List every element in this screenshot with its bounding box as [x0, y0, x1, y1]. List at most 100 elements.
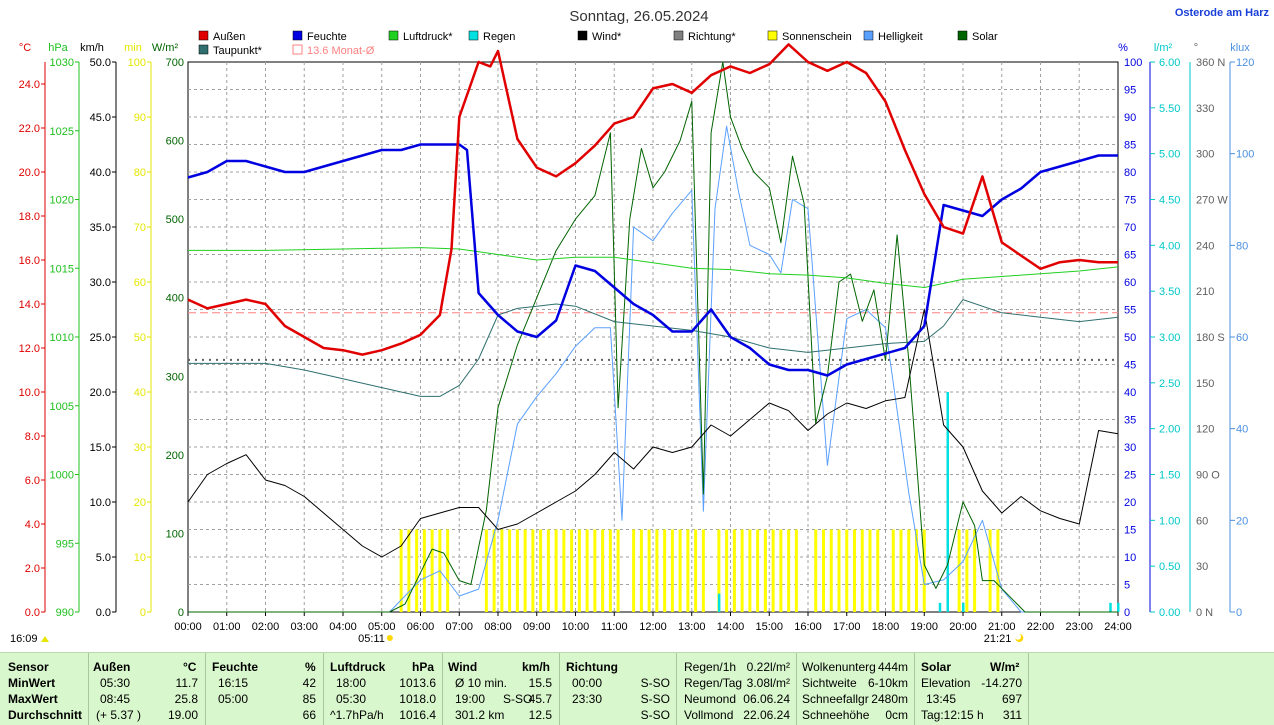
sunshine-bar — [748, 529, 752, 612]
sunshine-bar — [922, 529, 926, 612]
sunshine-bar — [779, 529, 783, 612]
sunshine-bar — [686, 529, 690, 612]
sunrise-label: 05:11 — [358, 633, 385, 645]
x-tick-label: 05:00 — [368, 621, 396, 633]
x-tick-label: 02:00 — [252, 621, 280, 633]
rain-bar — [1117, 602, 1120, 612]
stats-luftdruck-avg-value: 1016.4 — [399, 708, 436, 722]
legend-swatch — [198, 30, 209, 41]
sunshine-bar — [794, 529, 798, 612]
chart-title: Sonntag, 26.05.2024 — [569, 8, 708, 25]
legend-swatch — [673, 30, 684, 41]
tick-label-lux: 60 — [1236, 332, 1248, 344]
tick-label-rain: 2.50 — [1159, 378, 1180, 390]
stats-aussen-max-value: 25.8 — [174, 692, 198, 706]
stats-solar-title: Solar — [921, 660, 952, 674]
sunshine-bar — [915, 529, 918, 612]
stats-vollmond-label: Vollmond — [684, 708, 734, 722]
x-tick-label: 01:00 — [213, 621, 241, 633]
sunshine-bar — [508, 529, 512, 612]
stats-solar-max-time: 13:45 — [926, 692, 957, 706]
stats-luftdruck-unit: hPa — [412, 660, 435, 674]
sunshine-bar — [845, 529, 849, 612]
tick-label-lux: 0 — [1236, 607, 1242, 619]
tick-label-wind: 10.0 — [90, 497, 111, 509]
tick-label-minutes: 0 — [140, 607, 146, 619]
sunshine-bar — [822, 529, 825, 612]
stats-solar-elevation-value: -14.270 — [981, 676, 1022, 690]
sunshine-bar — [407, 529, 411, 612]
tick-label-temp: 4.0 — [25, 519, 40, 531]
legend-label: Regen — [483, 31, 515, 43]
humidity-line — [187, 143, 1118, 377]
tick-label-minutes: 60 — [134, 277, 146, 289]
tick-label-temp: 10.0 — [19, 387, 40, 399]
solar-line — [188, 61, 1118, 613]
sunshine-bar — [957, 529, 961, 612]
moon-icon — [1015, 634, 1024, 642]
sunshine-bar — [717, 529, 721, 612]
stats-solar-day-length: Tag:12:15 h — [921, 708, 984, 722]
tick-label-minutes: 20 — [134, 497, 146, 509]
stats-wolken-label: Wolkenunterg — [802, 660, 876, 674]
stats-wind-mean-value: 12.5 — [528, 708, 552, 722]
sunshine-bar — [515, 529, 519, 612]
weather-chart: Sonntag, 26.05.2024 Osterode am Harz Außen… — [10, 7, 1269, 645]
tick-label-humidity: 35 — [1124, 415, 1136, 427]
sunshine-bar — [422, 529, 426, 612]
tick-label-humidity: 25 — [1124, 470, 1136, 482]
x-tick-label: 00:00 — [174, 621, 202, 633]
tick-label-humidity: 100 — [1124, 57, 1142, 69]
stats-panel: Sensor MinWert MaxWert Durchschnitt Auße… — [0, 652, 1274, 725]
tick-label-wind: 40.0 — [90, 167, 111, 179]
sunshine-bar — [608, 529, 612, 612]
x-tick-label: 24:00 — [1104, 621, 1132, 633]
tick-label-direction: 210 — [1196, 286, 1214, 298]
tick-label-humidity: 20 — [1124, 497, 1136, 509]
stats-wind-distance: 301.2 km — [455, 708, 505, 722]
sunshine-bar — [655, 529, 659, 612]
stats-richtung-max-time: 23:30 — [572, 692, 603, 706]
sunshine-bar — [570, 529, 574, 612]
x-tick-label: 19:00 — [910, 621, 938, 633]
stats-feuchte-unit: % — [305, 660, 316, 674]
tick-label-minutes: 70 — [134, 222, 146, 234]
stats-solar-elevation-label: Elevation — [921, 676, 971, 690]
tick-label-lux: 40 — [1236, 424, 1248, 436]
x-tick-label: 07:00 — [445, 621, 473, 633]
tick-label-humidity: 80 — [1124, 167, 1136, 179]
sunshine-bar — [771, 529, 775, 612]
tick-label-direction: 60 — [1196, 515, 1208, 527]
tick-label-minutes: 100 — [128, 57, 146, 69]
stats-neumond-value: 06.06.24 — [743, 692, 790, 706]
sunshine-bar — [787, 529, 791, 612]
stats-richtung-max-value: S-SO — [640, 692, 670, 706]
tick-label-direction: 270 W — [1196, 195, 1228, 207]
tick-label-direction: 150 — [1196, 378, 1214, 390]
sunshine-bar — [632, 529, 636, 612]
sunshine-bar — [701, 529, 705, 612]
tick-label-humidity: 15 — [1124, 525, 1136, 537]
tick-label-solar: 700 — [166, 57, 184, 69]
tick-label-rain: 1.00 — [1159, 515, 1180, 527]
stats-feuchte-min-time: 16:15 — [218, 676, 249, 690]
sunshine-bar — [399, 529, 403, 612]
tick-label-humidity: 50 — [1124, 332, 1136, 344]
tick-label-solar: 400 — [166, 293, 184, 305]
stats-luftdruck-min-time: 18:00 — [336, 676, 367, 690]
tick-label-solar: 0 — [178, 607, 184, 619]
stats-vollmond-value: 22.06.24 — [743, 708, 790, 722]
tick-label-direction: 180 S — [1196, 332, 1225, 344]
rain-bar — [946, 392, 949, 612]
tick-label-minutes: 50 — [134, 332, 146, 344]
stats-row-label: Durchschnitt — [8, 708, 83, 722]
tick-label-rain: 3.50 — [1159, 286, 1180, 298]
stats-luftdruck-min-value: 1013.6 — [399, 676, 436, 690]
stats-sensor-title: Sensor — [8, 660, 49, 674]
sunshine-bar — [484, 529, 488, 612]
tick-label-solar: 600 — [166, 136, 184, 148]
sunset-label: 21:21 — [984, 633, 1012, 645]
tick-label-temp: 2.0 — [25, 563, 40, 575]
tick-label-lux: 100 — [1236, 149, 1254, 161]
tick-label-rain: 5.50 — [1159, 103, 1180, 115]
